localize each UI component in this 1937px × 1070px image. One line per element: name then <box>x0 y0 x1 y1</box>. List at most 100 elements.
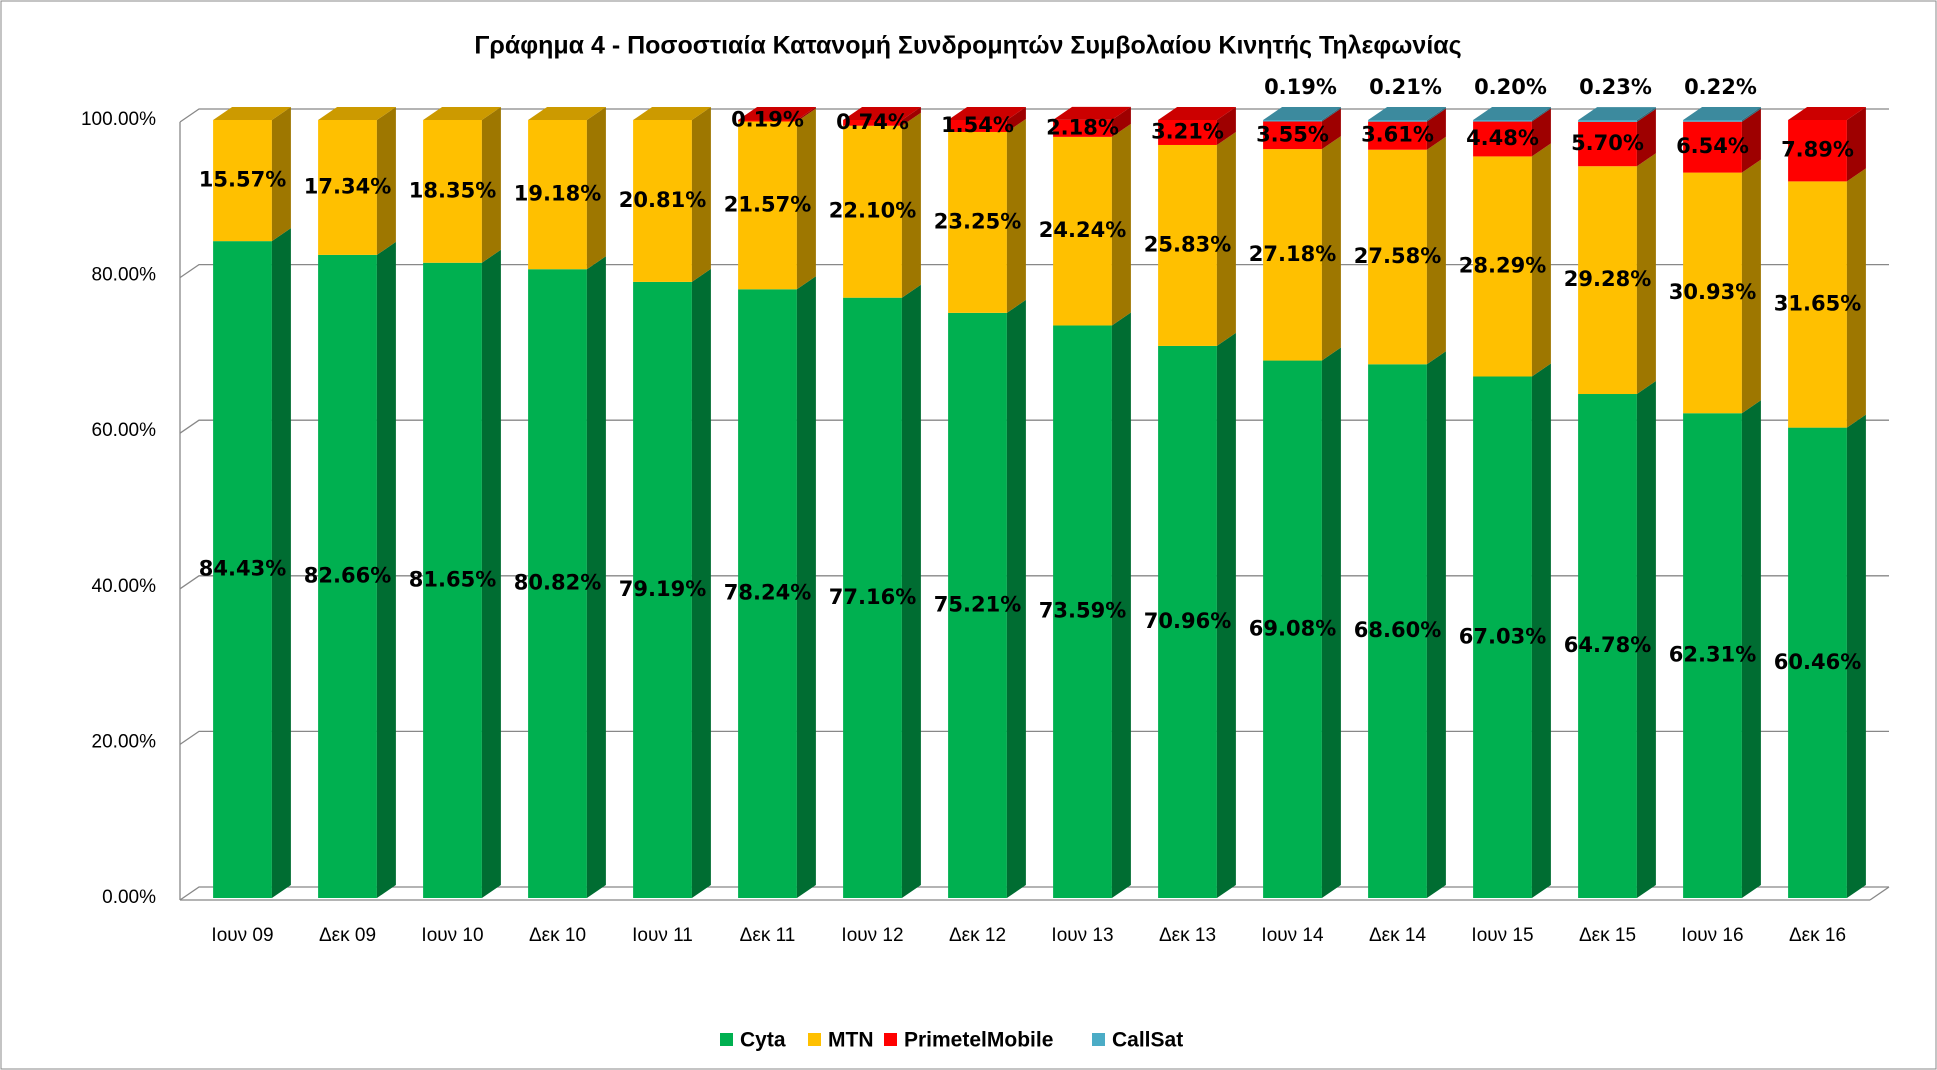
bar-segment <box>633 281 692 898</box>
x-tick-label: Ιουν 15 <box>1471 925 1533 946</box>
data-label: 4.48% <box>1466 126 1539 150</box>
x-tick-label: Ιουν 11 <box>632 925 693 946</box>
bar-top <box>633 107 711 120</box>
bar-segment <box>1683 172 1742 414</box>
bar-segment <box>213 241 272 899</box>
bar-side <box>1321 136 1341 361</box>
bar-segment <box>213 120 272 242</box>
bar-segment <box>843 120 902 126</box>
data-label: 0.19% <box>1264 75 1337 99</box>
x-tick-label: Δεκ 16 <box>1789 925 1846 946</box>
x-tick-label: Δεκ 10 <box>529 925 586 946</box>
bar-segment <box>1578 121 1637 167</box>
bar-segment <box>1263 360 1322 898</box>
x-tick-label: Δεκ 11 <box>740 925 796 946</box>
bar-side <box>901 284 921 898</box>
bar-segment <box>948 131 1007 313</box>
y-tick-label: 80.00% <box>92 265 157 286</box>
bar-side <box>1426 107 1446 122</box>
y-tick-label: 20.00% <box>92 731 157 752</box>
data-label: 0.22% <box>1684 75 1757 99</box>
bar-segment <box>738 120 797 122</box>
bar-side <box>271 228 291 899</box>
legend-label: Cyta <box>740 1029 786 1052</box>
bar-side <box>1111 106 1131 137</box>
bar-segment <box>1473 376 1532 898</box>
data-label: 78.24% <box>724 581 811 605</box>
data-label: 30.93% <box>1669 280 1756 304</box>
data-label: 64.78% <box>1564 633 1651 657</box>
data-label: 17.34% <box>304 174 391 198</box>
bar-side <box>1741 159 1761 414</box>
bar-segment <box>1683 120 1742 122</box>
bar-side <box>1846 414 1866 898</box>
bar-segment <box>1788 120 1847 182</box>
chart-title: Γράφημα 4 - Ποσοστιαία Κατανομή Συνδρομη… <box>474 32 1461 60</box>
bar-segment <box>528 269 587 898</box>
bar-side <box>586 107 606 270</box>
x-tick-label: Δεκ 14 <box>1369 925 1427 946</box>
data-label: 3.61% <box>1361 123 1434 147</box>
bar-side <box>1741 400 1761 898</box>
bar-segment <box>1368 149 1427 365</box>
data-label: 25.83% <box>1144 232 1231 256</box>
data-label: 3.55% <box>1256 122 1329 146</box>
bar-top <box>1473 107 1551 120</box>
bar-segment <box>843 125 902 298</box>
bar-side <box>586 256 606 898</box>
data-label: 24.24% <box>1039 218 1126 242</box>
data-label: 0.19% <box>731 108 804 132</box>
bar-side <box>1216 332 1236 898</box>
bar-segment <box>1263 149 1322 361</box>
bar-top <box>843 107 921 120</box>
bar-top <box>1578 107 1656 121</box>
bar-segment <box>633 120 692 282</box>
bar-top <box>528 107 606 120</box>
bar-segment <box>1578 120 1637 122</box>
y-tick-label: 60.00% <box>92 420 157 441</box>
bar-side <box>1321 108 1341 150</box>
legend-swatch <box>1092 1033 1105 1046</box>
bar-segment <box>1053 119 1112 137</box>
data-label: 75.21% <box>934 592 1021 616</box>
data-label: 69.08% <box>1249 616 1336 640</box>
data-label: 73.59% <box>1039 599 1126 623</box>
data-label: 82.66% <box>304 563 391 587</box>
legend-label: PrimetelMobile <box>904 1029 1053 1052</box>
data-label: 22.10% <box>829 199 916 223</box>
bar-segment <box>738 289 797 898</box>
bar-side <box>1111 123 1131 326</box>
bar-segment <box>1053 325 1112 898</box>
bar-segment <box>1788 427 1847 898</box>
bar-segment <box>843 297 902 898</box>
legend-swatch <box>808 1033 821 1046</box>
data-label: 23.25% <box>934 209 1021 233</box>
floor-right <box>1869 886 1890 901</box>
bar-segment <box>423 120 482 263</box>
bar-side <box>691 107 711 282</box>
data-label: 6.54% <box>1676 134 1749 158</box>
bar-side <box>1321 107 1341 122</box>
bar-top <box>1368 107 1446 120</box>
bar-top <box>948 107 1026 120</box>
bar-side <box>796 276 816 898</box>
bar-side <box>1741 108 1761 173</box>
bar-top <box>318 107 396 120</box>
x-tick-label: Δεκ 13 <box>1159 925 1216 946</box>
data-label: 27.18% <box>1249 242 1336 266</box>
data-label: 20.81% <box>619 188 706 212</box>
bar-side <box>1426 136 1446 365</box>
bar-side <box>901 112 921 298</box>
bar-top <box>423 107 501 120</box>
bar-side <box>1636 381 1656 898</box>
data-label: 84.43% <box>199 557 286 581</box>
bar-side <box>481 107 501 263</box>
bar-side <box>1741 107 1761 122</box>
bar-side <box>1006 118 1026 313</box>
bar-segment <box>1053 136 1112 326</box>
bar-side <box>271 107 291 242</box>
bar-segment <box>1368 364 1427 898</box>
bar-side <box>1531 107 1551 122</box>
bar-side <box>796 108 816 290</box>
bar-segment <box>948 120 1007 132</box>
